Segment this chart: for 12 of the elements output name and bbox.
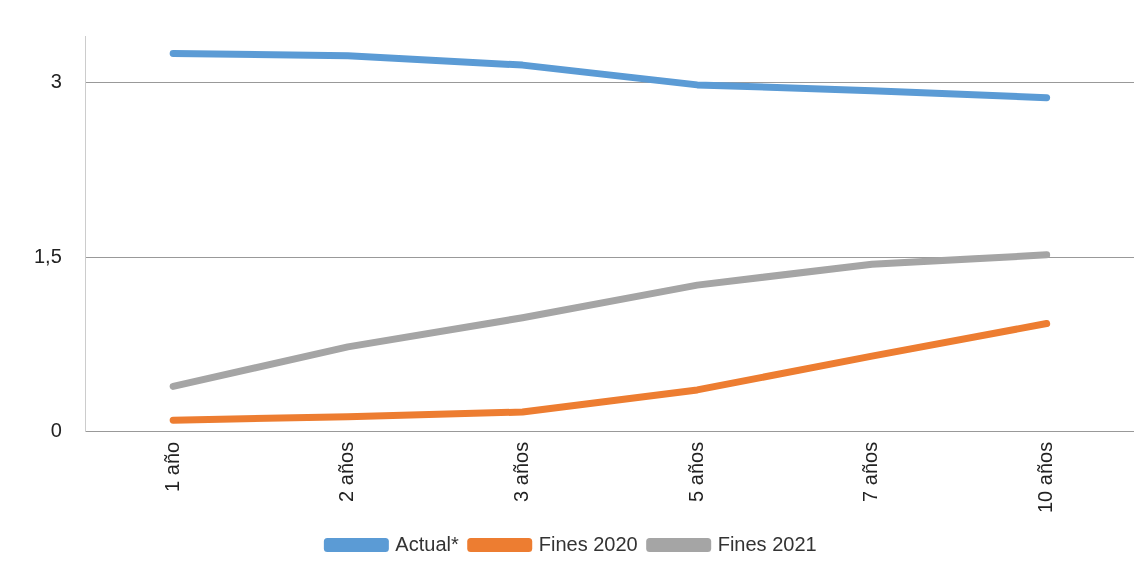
x-tick-label: 10 años <box>1034 441 1057 513</box>
x-tick-label: 2 años <box>335 441 358 502</box>
legend-label: Fines 2020 <box>538 532 638 555</box>
y-tick-label: 1,5 <box>33 244 62 267</box>
x-tick-label: 3 años <box>510 441 533 502</box>
legend-label: Actual* <box>395 532 459 555</box>
x-tick-label: 7 años <box>859 441 882 502</box>
x-tick-label: 5 años <box>684 441 707 502</box>
y-tick-label: 0 <box>50 419 62 442</box>
y-tick-label: 3 <box>50 70 62 93</box>
x-tick-label: 1 año <box>160 441 183 492</box>
legend-label: Fines 2021 <box>717 532 817 555</box>
